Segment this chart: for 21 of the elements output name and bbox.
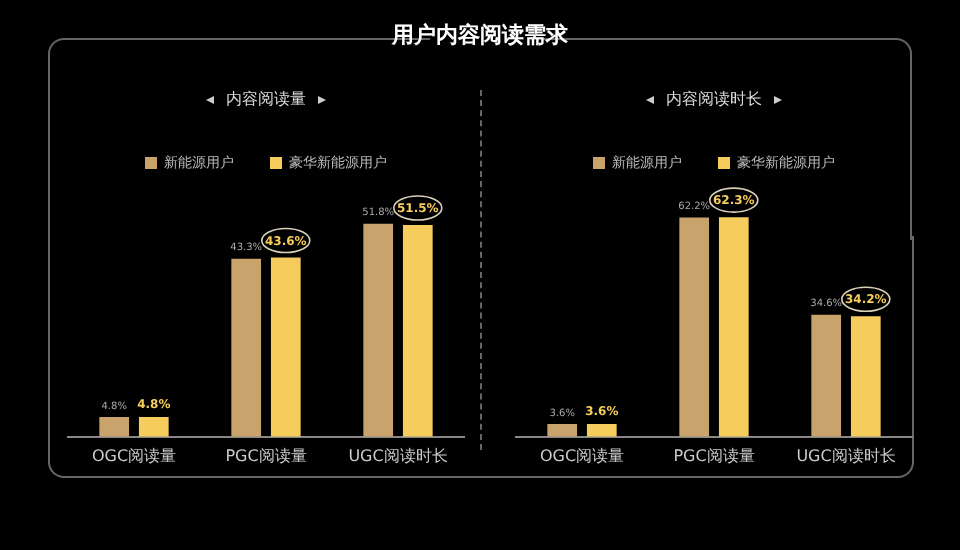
bar	[811, 314, 842, 437]
bar	[231, 258, 262, 437]
bar	[402, 224, 433, 437]
x-tick-label: UGC阅读时长	[348, 446, 448, 465]
bar	[99, 417, 130, 437]
bar	[363, 223, 394, 437]
bar	[718, 217, 749, 437]
bar	[547, 424, 578, 437]
bar	[679, 217, 710, 437]
x-tick-label: PGC阅读量	[673, 446, 755, 465]
chart-subtitle: 内容阅读时长	[666, 88, 762, 110]
x-tick-label: OGC阅读量	[539, 446, 625, 465]
x-tick-label: PGC阅读量	[225, 446, 307, 465]
bar	[850, 316, 881, 437]
x-tick-label: UGC阅读时长	[796, 446, 896, 465]
bar	[586, 424, 617, 437]
chart-subtitle: 内容阅读量	[226, 88, 306, 110]
bar	[138, 417, 169, 437]
x-tick-label: OGC阅读量	[91, 446, 177, 465]
chart-title: 用户内容阅读需求	[389, 20, 570, 50]
bar	[270, 257, 301, 437]
